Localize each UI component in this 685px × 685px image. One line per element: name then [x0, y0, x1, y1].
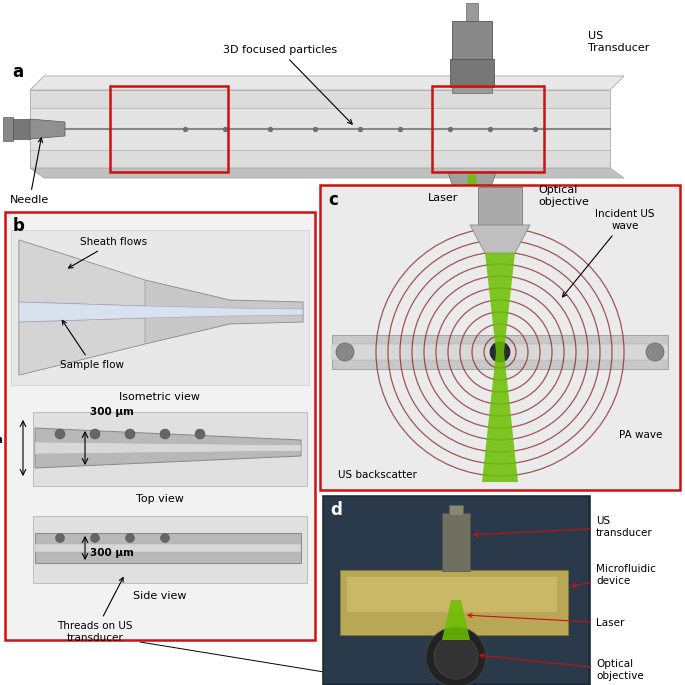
Text: Sheath flows: Sheath flows — [68, 237, 147, 268]
Circle shape — [490, 342, 510, 362]
Text: Incident US
wave: Incident US wave — [562, 209, 655, 297]
Bar — [30, 108, 610, 150]
Bar — [332, 335, 668, 369]
Text: 3D focused particles: 3D focused particles — [223, 45, 352, 124]
Polygon shape — [485, 253, 515, 352]
Bar — [320, 185, 680, 490]
Circle shape — [160, 429, 170, 439]
Bar — [110, 86, 228, 172]
Polygon shape — [19, 318, 145, 375]
Polygon shape — [30, 168, 624, 178]
Text: US
transducer: US transducer — [474, 516, 653, 538]
Circle shape — [55, 429, 65, 439]
Text: 300 μm: 300 μm — [90, 407, 134, 417]
Bar — [340, 570, 568, 635]
Polygon shape — [35, 428, 301, 468]
Bar — [432, 86, 544, 172]
Text: Isometric view: Isometric view — [119, 392, 201, 402]
Bar — [466, 3, 478, 21]
Polygon shape — [442, 600, 470, 640]
Circle shape — [160, 534, 169, 543]
Circle shape — [90, 534, 99, 543]
Bar — [332, 344, 668, 360]
Polygon shape — [19, 240, 145, 306]
Bar — [450, 59, 494, 87]
Text: a: a — [12, 63, 23, 81]
Text: Sample flow: Sample flow — [60, 321, 124, 370]
Circle shape — [426, 627, 486, 685]
Bar — [449, 505, 463, 515]
Circle shape — [336, 343, 354, 361]
Bar — [30, 90, 610, 168]
Bar — [324, 497, 588, 683]
Polygon shape — [30, 119, 65, 139]
Bar — [5, 119, 30, 139]
Text: Top view: Top view — [136, 494, 184, 504]
Text: PA wave: PA wave — [619, 430, 662, 440]
Polygon shape — [19, 302, 303, 322]
Circle shape — [55, 534, 64, 543]
Polygon shape — [35, 442, 301, 454]
Text: 300 μm: 300 μm — [90, 548, 134, 558]
Bar — [35, 544, 301, 552]
Circle shape — [125, 429, 135, 439]
Polygon shape — [448, 172, 496, 208]
Bar — [478, 187, 522, 225]
Circle shape — [90, 429, 100, 439]
Text: Threads on US
transducer: Threads on US transducer — [58, 577, 133, 643]
Bar — [442, 513, 470, 571]
Circle shape — [125, 534, 134, 543]
Text: Side view: Side view — [134, 591, 187, 601]
Text: c: c — [328, 191, 338, 209]
Polygon shape — [463, 172, 481, 208]
Text: b: b — [13, 217, 25, 235]
Bar — [347, 577, 557, 612]
Text: Laser: Laser — [468, 613, 624, 628]
Text: Laser: Laser — [428, 193, 458, 203]
Polygon shape — [30, 76, 624, 90]
Text: Optical
objective: Optical objective — [480, 653, 644, 681]
Bar — [452, 21, 492, 59]
Text: 200 μm: 200 μm — [0, 435, 3, 445]
Bar — [322, 495, 590, 685]
Bar — [33, 412, 307, 486]
Bar — [5, 212, 315, 640]
Text: Optical
objective: Optical objective — [538, 185, 589, 207]
Text: US backscatter: US backscatter — [338, 470, 417, 480]
Polygon shape — [482, 352, 518, 482]
Bar — [3, 117, 13, 141]
Circle shape — [195, 429, 205, 439]
Bar — [11, 230, 309, 385]
Text: Microfluidic
device: Microfluidic device — [572, 564, 656, 587]
Polygon shape — [470, 225, 530, 253]
Circle shape — [434, 635, 478, 679]
Text: Needle: Needle — [10, 138, 49, 205]
Bar — [33, 516, 307, 583]
Polygon shape — [19, 240, 303, 375]
Text: US
Transducer: US Transducer — [588, 32, 649, 53]
Bar — [452, 87, 492, 93]
Circle shape — [646, 343, 664, 361]
Text: d: d — [330, 501, 342, 519]
Polygon shape — [35, 533, 301, 563]
